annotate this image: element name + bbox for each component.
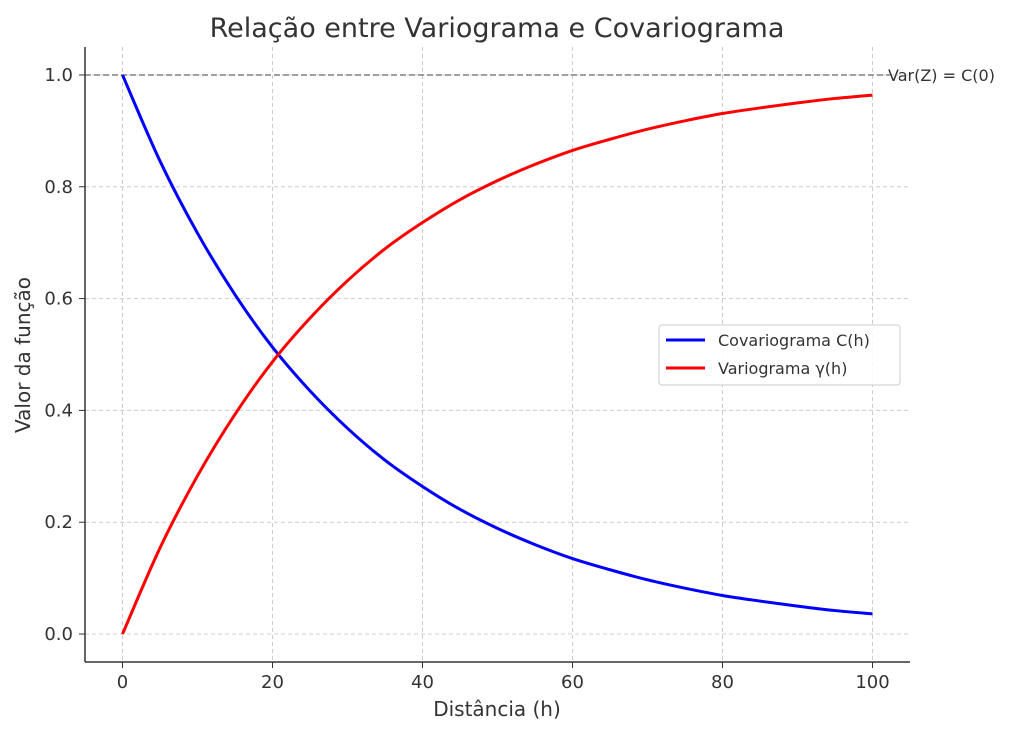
y-axis-label: Valor da função — [11, 277, 35, 433]
legend-label-variograma: Variograma γ(h) — [718, 359, 847, 378]
y-tick-label: 0.4 — [44, 400, 73, 421]
series-line-0 — [121, 74, 873, 616]
x-tick-label: 20 — [261, 672, 284, 693]
x-axis-label: Distância (h) — [433, 697, 561, 721]
y-tick-label: 0.0 — [44, 624, 73, 645]
reference-label: Var(Z) = C(0) — [888, 66, 995, 85]
x-tick-label: 0 — [117, 672, 128, 693]
series-lines — [121, 74, 873, 635]
series-line-1 — [121, 93, 873, 635]
y-tick-label: 0.6 — [44, 289, 73, 310]
x-tick-label: 60 — [561, 672, 584, 693]
legend-label-covariograma: Covariograma C(h) — [718, 331, 870, 350]
legend-box — [658, 324, 901, 386]
chart-title: Relação entre Variograma e Covariograma — [210, 13, 785, 44]
y-tick-label: 0.8 — [44, 177, 73, 198]
y-tick-label: 1.0 — [44, 65, 73, 86]
legend: Covariograma C(h) Variograma γ(h) — [658, 324, 901, 386]
x-tick-label: 100 — [855, 672, 889, 693]
x-tick-label: 40 — [411, 672, 434, 693]
x-tick-label: 80 — [711, 672, 734, 693]
ticks: 0 20 40 60 80 100 0.0 0.2 0.4 0.6 0.8 1.0 — [44, 65, 889, 693]
y-tick-label: 0.2 — [44, 512, 73, 533]
